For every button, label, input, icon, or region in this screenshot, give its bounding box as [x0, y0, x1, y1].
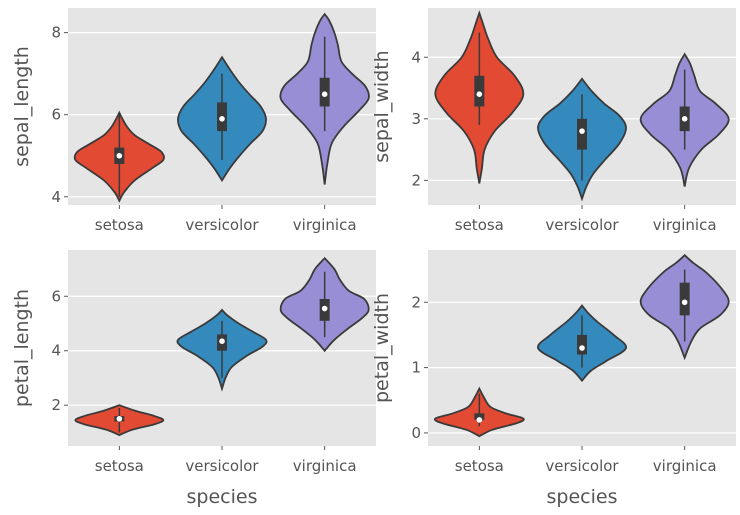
panel-petal-width: 0 1 2 setosa versicolor virginica petal_widths… [371, 250, 736, 508]
median-point-versicolor [219, 116, 225, 122]
x-tick-label-virginica: virginica [293, 457, 357, 475]
x-tick-label-setosa: setosa [455, 216, 504, 234]
x-tick-label-setosa: setosa [455, 457, 504, 475]
iqr-box-versicolor [577, 334, 587, 355]
median-point-versicolor [219, 338, 225, 344]
y-tick-label: 2 [411, 293, 421, 311]
panel-sepal-length: 4 6 8 setosa versicolor virginica sepal_length [11, 8, 376, 234]
median-point-virginica [681, 299, 688, 306]
iqr-box-setosa [474, 413, 485, 420]
y-axis-label: petal_length [11, 289, 33, 407]
median-point-setosa [116, 152, 123, 159]
y-axis-label: sepal_length [11, 46, 33, 167]
median-point-versicolor [579, 345, 585, 351]
y-tick-label: 2 [51, 396, 61, 414]
x-tick-label-virginica: virginica [653, 457, 717, 475]
median-point-virginica [681, 116, 688, 122]
median-point-versicolor [579, 128, 585, 134]
median-point-virginica [321, 305, 328, 312]
y-tick-label: 4 [51, 188, 61, 206]
x-axis-label: species [187, 486, 258, 508]
iqr-box-setosa [474, 75, 485, 107]
iqr-box-virginica [679, 282, 690, 316]
y-tick-label: 2 [411, 171, 421, 189]
y-tick-label: 4 [411, 48, 421, 66]
x-tick-label-versicolor: versicolor [545, 457, 619, 475]
median-point-setosa [476, 91, 483, 97]
y-tick-label: 6 [51, 106, 61, 124]
y-tick-label: 1 [411, 359, 421, 377]
iqr-box-versicolor [577, 118, 587, 150]
x-tick-label-versicolor: versicolor [185, 457, 259, 475]
median-point-setosa [116, 415, 123, 422]
y-tick-label: 6 [51, 287, 61, 305]
panel-sepal-width: 2 3 4 setosa versicolor virginica sepal_width [371, 8, 736, 234]
x-tick-label-virginica: virginica [653, 216, 717, 234]
median-point-setosa [476, 417, 483, 423]
panel-petal-length: 2 4 6 setosa versicolor virginica petal_length… [11, 250, 376, 508]
x-tick-label-versicolor: versicolor [545, 216, 619, 234]
x-tick-label-virginica: virginica [293, 216, 357, 234]
y-axis-label: sepal_width [371, 50, 393, 162]
x-tick-label-setosa: setosa [95, 457, 144, 475]
y-tick-label: 4 [51, 342, 61, 360]
x-axis-label: species [547, 486, 618, 508]
y-axis-label: petal_width [371, 293, 393, 403]
median-point-virginica [321, 91, 328, 97]
x-tick-label-versicolor: versicolor [185, 216, 259, 234]
y-tick-label: 8 [51, 24, 61, 42]
y-tick-label: 0 [411, 424, 421, 442]
y-tick-label: 3 [411, 110, 421, 128]
x-tick-label-setosa: setosa [95, 216, 144, 234]
